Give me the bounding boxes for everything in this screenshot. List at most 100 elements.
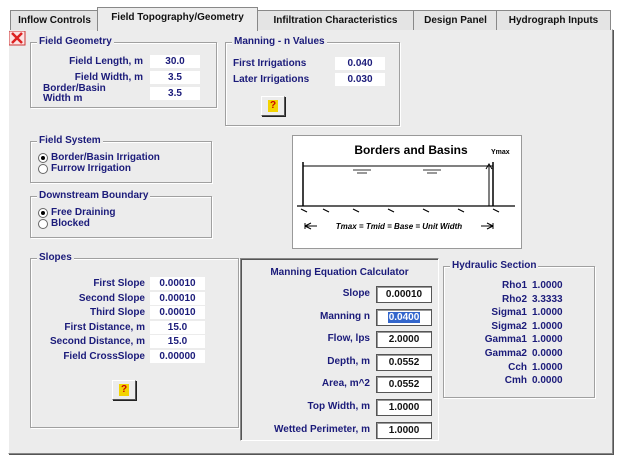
help-text: ?: [268, 100, 278, 112]
input-box[interactable]: 0.00010: [150, 277, 205, 290]
field-label: Rho2: [502, 293, 527, 305]
ground: [297, 205, 515, 213]
close-icon[interactable]: [9, 31, 26, 46]
water-ticks: [353, 169, 441, 174]
input-box[interactable]: 0.00010: [376, 286, 432, 303]
label-bg: [317, 220, 481, 232]
field-label: Field Length, m: [69, 56, 143, 67]
field-value: 0.0000: [532, 375, 563, 387]
group-box: Field System: [30, 135, 212, 183]
field-label: Area, m^2: [321, 378, 370, 390]
field-label: Rho1: [502, 280, 527, 291]
input-box[interactable]: 0.040: [335, 57, 385, 70]
radio-button[interactable]: [38, 164, 48, 174]
group-title: Downstream Boundary: [37, 190, 151, 201]
input-box[interactable]: 1.0000: [376, 399, 432, 416]
radio-button[interactable]: [38, 153, 48, 163]
field-label: Slope: [342, 288, 370, 299]
field-value: 0.0000: [532, 348, 563, 359]
field-label: First Irrigations: [233, 58, 307, 69]
field-value: 1.0000: [532, 334, 563, 346]
input-box[interactable]: 2.0000: [376, 331, 432, 349]
tab[interactable]: Hydrograph Inputs: [496, 10, 611, 30]
tab[interactable]: Infiltration Characteristics: [256, 10, 415, 30]
radio-button[interactable]: [38, 208, 48, 218]
input-box[interactable]: 1.0000: [376, 421, 432, 439]
input-text: 1.0000: [388, 402, 420, 413]
field-value: 1.0000: [532, 320, 563, 332]
diagram: Borders and Basins Ymax Tmax = Tmid = Base…: [292, 135, 522, 249]
ymax-arrow: [485, 163, 493, 206]
input-box[interactable]: 0.00010: [150, 306, 205, 320]
group-box: Downstream Boundary: [30, 190, 212, 238]
tab[interactable]: Design Panel: [413, 10, 498, 30]
group-box: Field Geometry: [30, 36, 217, 108]
input-box[interactable]: 3.5: [150, 71, 200, 84]
group-title: Manning - n Values: [232, 36, 327, 47]
input-box[interactable]: 30.0: [150, 55, 200, 68]
input-box[interactable]: 0.00000: [150, 350, 205, 363]
field-label: Field Width, m: [74, 72, 143, 83]
border-walls: [302, 162, 494, 206]
group-box: Hydraulic Section: [443, 260, 595, 398]
group-box: Slopes: [30, 252, 239, 428]
input-text: 1.0000: [388, 424, 420, 436]
input-text: 0.0552: [388, 379, 420, 391]
field-label: Border/Basin Width m: [43, 83, 106, 104]
field-label: Depth, m: [327, 355, 370, 367]
field-value: 1.0000: [532, 361, 563, 373]
tab[interactable]: Field Topography/Geometry: [97, 7, 258, 31]
field-label: Flow, lps: [327, 333, 370, 345]
group-title: Field Geometry: [37, 36, 114, 47]
input-box[interactable]: 15.0: [150, 320, 205, 334]
ymax-label: Ymax: [491, 149, 510, 156]
input-box[interactable]: 3.5: [150, 87, 200, 100]
field-value: 1.0000: [532, 307, 563, 319]
field-label: Top Width, m: [307, 401, 371, 412]
field-label: Third Slope: [90, 307, 145, 319]
field-label: Later Irrigations: [233, 74, 310, 85]
input-text: 0.0400: [387, 311, 421, 323]
input-box[interactable]: 0.0552: [376, 353, 432, 371]
width-label: Tmax = Tmid = Base = Unit Width: [336, 222, 463, 231]
radio-label[interactable]: Free Draining: [51, 207, 116, 218]
field-label: Sigma1: [491, 307, 527, 319]
field-label: Cmh: [504, 375, 527, 387]
group-title: Hydraulic Section: [450, 260, 539, 271]
input-box[interactable]: 0.00010: [150, 291, 205, 305]
field-label: Sigma2: [491, 320, 527, 332]
field-label: Manning n: [320, 310, 370, 322]
input-text: 2.0000: [388, 334, 420, 346]
field-label: Gamma2: [484, 348, 527, 359]
radio-label[interactable]: Border/Basin Irrigation: [51, 152, 160, 163]
field-label: Second Slope: [78, 292, 145, 304]
input-box[interactable]: 0.0400: [376, 308, 432, 326]
calculator-title: Manning Equation Calculator: [270, 267, 409, 278]
group-title: Slopes: [37, 252, 74, 263]
field-label: Gamma1: [484, 334, 527, 346]
group-box: Manning - n Values: [225, 36, 400, 126]
input-text: 0.0552: [388, 356, 420, 368]
input-box[interactable]: 15.0: [150, 335, 205, 349]
help-button[interactable]: ?: [261, 96, 285, 116]
group-title: Field System: [37, 135, 103, 146]
input-box[interactable]: 0.0552: [376, 376, 432, 394]
diagram-title: Borders and Basins: [354, 143, 468, 157]
field-value: 3.3333: [532, 293, 563, 305]
tab[interactable]: Inflow Controls: [10, 10, 99, 30]
radio-button[interactable]: [38, 219, 48, 229]
field-label: First Slope: [93, 278, 145, 289]
help-button[interactable]: ?: [112, 380, 136, 400]
calculator-panel: Manning Equation Calculator: [240, 258, 439, 441]
radio-label[interactable]: Furrow Irrigation: [51, 163, 131, 174]
input-box[interactable]: 0.030: [335, 73, 385, 86]
help-text: ?: [119, 384, 129, 396]
input-text: 0.00010: [385, 289, 423, 300]
field-label: Cch: [508, 361, 527, 373]
field-label: Second Distance, m: [49, 336, 145, 348]
radio-label[interactable]: Blocked: [51, 218, 90, 229]
field-label: First Distance, m: [64, 321, 145, 333]
field-label: Wetted Perimeter, m: [274, 423, 370, 435]
field-value: 1.0000: [532, 280, 563, 291]
